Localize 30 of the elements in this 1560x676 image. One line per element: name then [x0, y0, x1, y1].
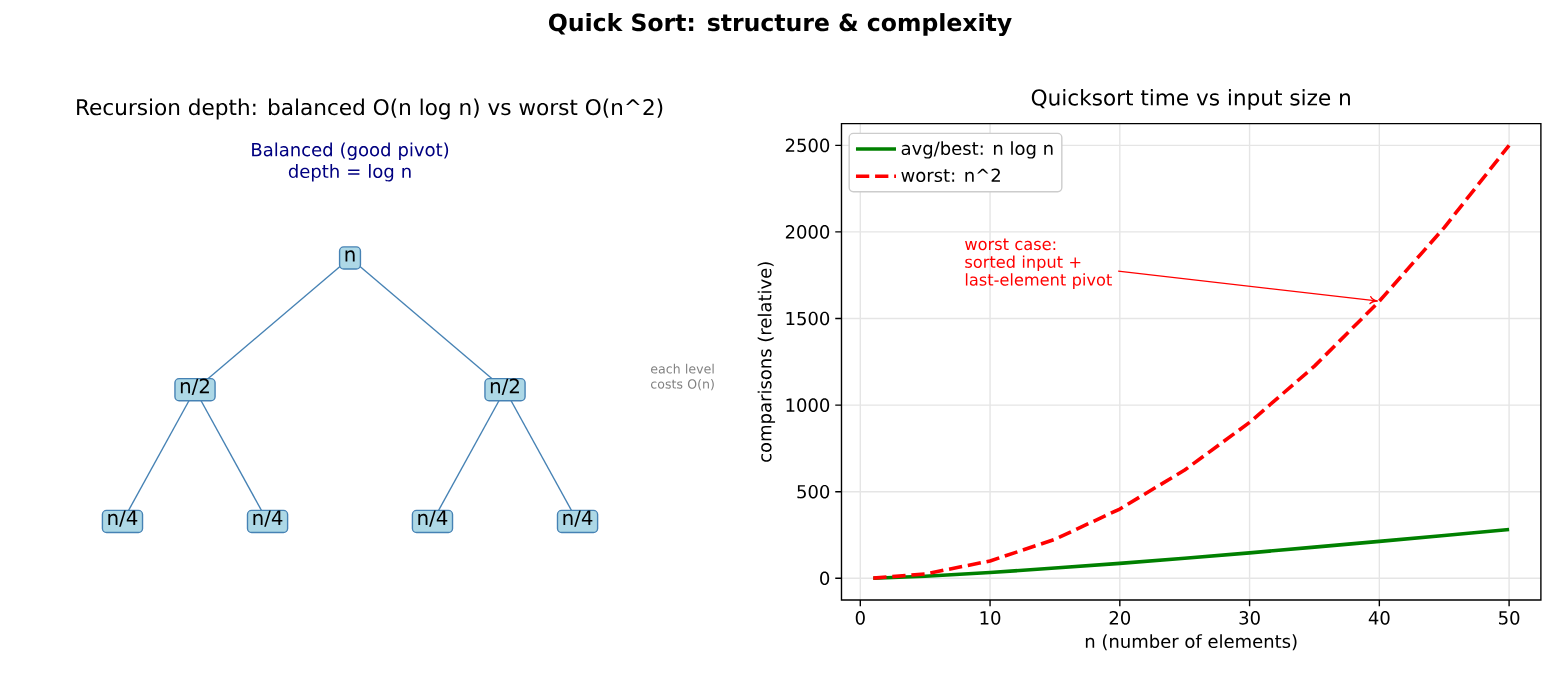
line-series — [871, 143, 1511, 580]
x-tick-label: 0 — [855, 611, 865, 625]
x-axis-title: n (number of elements) — [1085, 634, 1297, 651]
y-axis-title: comparisons (relative) — [757, 262, 776, 462]
legend-label: avg/best: n log n — [901, 141, 1053, 159]
category-label: n/4 — [108, 510, 138, 527]
x-tick-label: 10 — [980, 611, 1001, 625]
y-tick-label: 2500 — [785, 138, 830, 153]
x-tick-label: 30 — [1239, 611, 1260, 625]
category-label: n/2 — [180, 378, 209, 396]
y-tick-label: 0 — [820, 571, 830, 586]
text: Quick Sort: structure & complexity — [549, 13, 1012, 37]
x-tick-label: 40 — [1368, 611, 1390, 625]
category-label: n/4 — [253, 510, 283, 527]
x-tick-label: 20 — [1109, 611, 1131, 625]
category-label: n — [345, 250, 355, 262]
y-tick-label: 1500 — [786, 311, 830, 326]
category-label: n/4 — [563, 510, 593, 527]
text: each level costs O(n) — [650, 363, 714, 391]
x-tick-label: 50 — [1499, 611, 1520, 625]
y-tick-label: 2000 — [785, 225, 830, 239]
annotation: worst case: sorted input + last-element pivot — [965, 238, 1112, 289]
text: Balanced (good pivot) depth = log n — [252, 142, 449, 182]
category-label: n/4 — [418, 510, 448, 527]
chart-title: Quicksort time vs input size n — [1031, 88, 1350, 110]
y-tick-label: 500 — [797, 484, 830, 499]
text: Recursion depth: balanced O(n log n) vs worst O(n^2) — [77, 98, 663, 120]
category-label: n/2 — [490, 378, 519, 396]
legend-label: worst: n^2 — [901, 168, 1000, 183]
y-tick-label: 1000 — [786, 398, 830, 412]
